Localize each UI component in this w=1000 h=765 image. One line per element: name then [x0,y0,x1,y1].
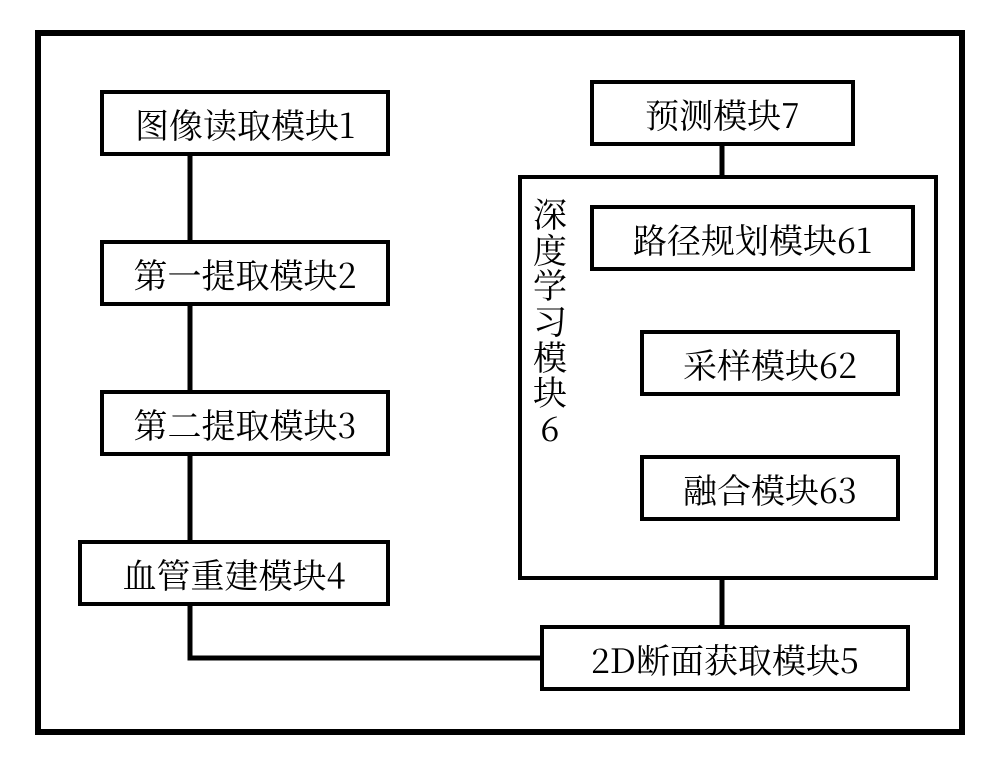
node-first-extract-module-2: 第一提取模块2 [100,240,390,306]
node-image-read-module-1: 图像读取模块1 [100,90,390,156]
node-path-planning-module-61: 路径规划模块61 [590,205,915,271]
label-deep-learning-module-6: 深度学习模块6 [533,195,567,445]
node-2d-section-acquire-module-5: 2D断面获取模块5 [540,625,910,691]
node-prediction-module-7: 预测模块7 [590,80,855,146]
diagram-stage: 图像读取模块1 第一提取模块2 第二提取模块3 血管重建模块4 预测模块7 深度… [0,0,1000,765]
node-vessel-reconstruct-module-4: 血管重建模块4 [78,540,390,606]
node-second-extract-module-3: 第二提取模块3 [100,390,390,456]
node-fusion-module-63: 融合模块63 [640,455,900,521]
node-sampling-module-62: 采样模块62 [640,330,900,396]
